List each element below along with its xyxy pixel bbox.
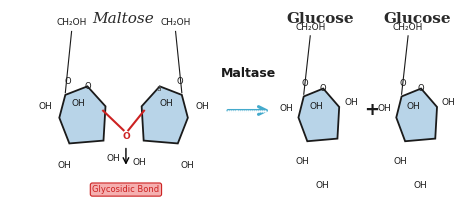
Text: CH₂OH: CH₂OH: [160, 18, 191, 27]
Text: OH: OH: [132, 158, 146, 167]
Text: O: O: [320, 84, 327, 93]
Text: O: O: [64, 77, 71, 86]
Text: O: O: [418, 84, 424, 93]
Text: OH: OH: [309, 102, 323, 110]
Text: O: O: [84, 82, 91, 91]
Text: OH: OH: [38, 102, 52, 111]
Text: OH: OH: [58, 161, 72, 170]
Text: CH₂OH: CH₂OH: [56, 18, 87, 27]
Text: CH₂OH: CH₂OH: [393, 23, 423, 32]
Polygon shape: [59, 86, 106, 143]
Polygon shape: [396, 89, 437, 141]
Text: Glycosidic Bond: Glycosidic Bond: [92, 185, 159, 194]
Text: +: +: [364, 101, 379, 120]
Text: O: O: [302, 79, 309, 88]
Text: OH: OH: [407, 102, 420, 110]
Text: OH: OH: [442, 98, 456, 107]
Text: OH: OH: [72, 99, 85, 109]
Text: Glucose: Glucose: [286, 12, 354, 26]
Text: Glucose: Glucose: [384, 12, 451, 26]
Text: OH: OH: [378, 104, 392, 113]
Text: OH: OH: [344, 98, 358, 107]
Text: OH: OH: [195, 102, 209, 111]
Polygon shape: [142, 86, 188, 143]
Text: OH: OH: [159, 99, 173, 109]
Text: O: O: [122, 132, 130, 141]
Text: OH: OH: [280, 104, 293, 113]
Text: O: O: [400, 79, 406, 88]
Polygon shape: [299, 89, 339, 141]
Text: OH: OH: [393, 156, 407, 166]
Text: OH: OH: [181, 161, 194, 170]
Text: OH: OH: [106, 154, 120, 163]
Text: OH: OH: [413, 181, 427, 190]
Text: OH: OH: [296, 156, 310, 166]
Text: OH: OH: [315, 181, 329, 190]
Text: CH₂OH: CH₂OH: [295, 23, 326, 32]
Text: O: O: [176, 77, 183, 86]
Text: Maltose: Maltose: [93, 12, 155, 26]
Text: Maltase: Maltase: [221, 67, 276, 80]
Text: a: a: [156, 84, 161, 93]
